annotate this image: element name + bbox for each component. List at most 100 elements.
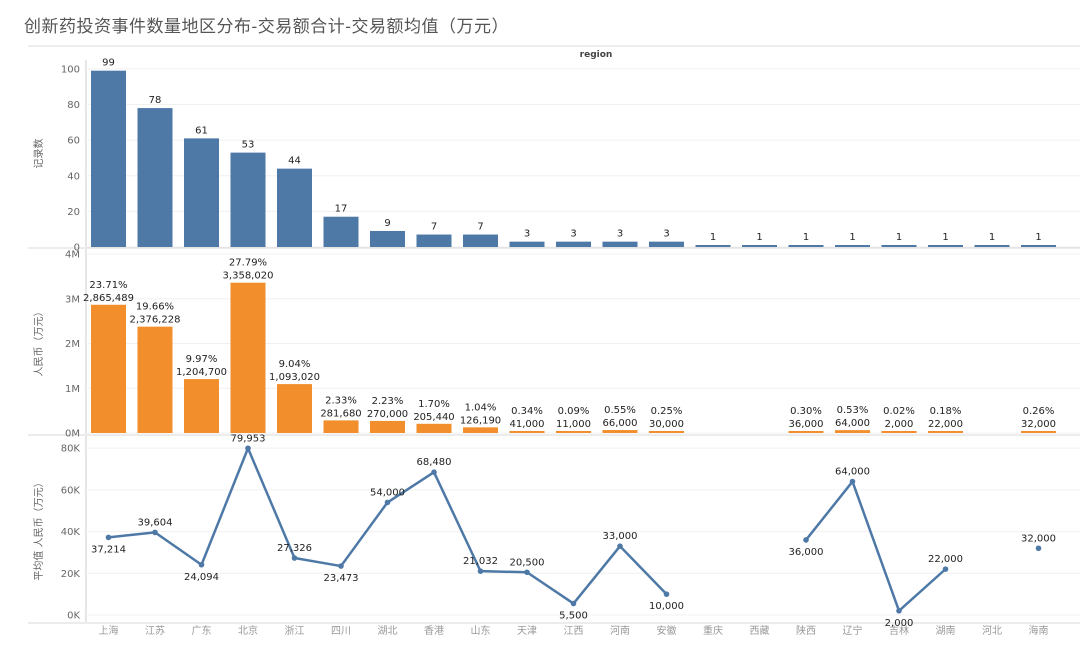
value-label: 17 [335,204,348,215]
value-label: 7 [431,222,437,233]
bar-1-12 [602,241,638,247]
panel-2-tick-label: 3M [65,294,80,305]
bar-1-20 [974,245,1010,247]
bar-2-16 [788,431,824,433]
category-label: 天津 [517,625,537,637]
panel-2-tick-label: 1M [65,384,80,395]
value-label: 22,000 [928,419,963,430]
value-label: 3 [617,229,623,240]
value-label: 1 [756,232,762,243]
chart-title: 创新药投资事件数量地区分布-交易额合计-交易额均值（万元） [24,17,509,37]
average-point [384,499,391,506]
value-label: 1 [849,232,855,243]
category-label: 广东 [192,624,212,637]
pct-label: 0.25% [651,406,683,417]
bar-1-13 [649,241,684,247]
category-label: 香港 [424,625,444,637]
bar-2-11 [556,431,591,433]
bar-1-3 [184,138,219,247]
category-label: 上海 [99,624,119,637]
pct-label: 0.30% [790,406,822,417]
pct-label: 9.04% [279,359,311,370]
average-point [663,591,670,597]
average-point [1035,545,1042,552]
value-label: 205,440 [413,412,454,423]
pct-label: 0.53% [837,405,869,416]
value-label: 99 [102,58,115,69]
value-label: 1 [803,232,809,243]
panel-3-tick-label: 80K [61,444,81,455]
value-label: 24,094 [184,572,219,583]
panel-1-ylabel: 记录数 [32,139,45,169]
category-label: 江西 [564,625,584,637]
value-label: 66,000 [603,418,638,429]
bar-2-3 [184,379,219,433]
value-label: 32,000 [1021,533,1056,544]
category-label: 河北 [982,625,1002,637]
value-label: 54,000 [370,487,405,498]
panel-1-tick-label: 40 [67,171,80,182]
category-label: 吉林 [889,624,909,637]
bar-2-21 [1021,431,1056,433]
bar-1-4 [230,152,266,247]
value-label: 3,358,020 [223,271,274,282]
bar-2-17 [835,430,870,433]
bar-2-2 [137,326,173,433]
value-label: 20,500 [510,557,545,568]
pct-label: 19.66% [136,302,174,313]
bar-2-1 [91,304,126,433]
average-point [477,568,484,574]
bar-1-7 [370,230,405,247]
average-point [431,469,437,475]
average-point [617,543,623,549]
pct-label: 27.79% [229,258,267,269]
value-label: 126,190 [460,415,501,426]
value-label: 27,326 [277,543,312,554]
panel-1-tick-label: 0 [74,243,80,254]
bar-1-15 [742,245,777,247]
value-label: 1,093,020 [269,372,320,383]
value-label: 41,000 [510,419,545,430]
category-label: 辽宁 [843,624,863,637]
value-label: 61 [195,125,208,136]
bar-1-8 [416,234,452,247]
value-label: 21,032 [463,556,498,567]
average-point [803,537,809,543]
bar-1-17 [835,245,870,247]
bar-2-13 [649,431,684,433]
bar-1-1 [91,70,126,247]
value-label: 11,000 [556,419,591,430]
value-label: 64,000 [835,418,870,429]
panel-3-ylabel: 平均值 人民币（万元） [32,477,45,580]
value-label: 1 [1035,232,1041,243]
value-label: 7 [477,222,483,233]
pct-label: 2.23% [372,396,404,407]
category-label: 四川 [331,626,351,637]
value-label: 36,000 [789,547,824,558]
pct-label: 0.34% [511,406,543,417]
column-header: region [580,50,613,60]
category-label: 西藏 [750,625,770,637]
category-label: 海南 [1029,624,1049,637]
value-label: 281,680 [320,408,361,419]
category-label: 江苏 [145,624,165,637]
panel-1-tick-label: 20 [67,207,80,218]
average-point [105,534,112,541]
bar-2-10 [509,431,545,433]
bar-2-12 [602,430,638,433]
bar-1-14 [695,245,731,247]
value-label: 64,000 [835,467,870,478]
average-point [338,563,344,569]
bar-2-18 [881,431,917,433]
panel-3-tick-label: 0K [67,611,80,622]
panel-2-ylabel: 人民币（万元） [33,307,45,377]
pct-label: 2.33% [325,395,357,406]
category-label: 河南 [610,624,630,637]
value-label: 10,000 [649,601,684,612]
panel-1-tick-label: 60 [67,136,80,147]
value-label: 68,480 [417,457,452,468]
bar-1-16 [788,245,824,247]
value-label: 1 [896,232,902,243]
bar-2-8 [416,423,452,433]
